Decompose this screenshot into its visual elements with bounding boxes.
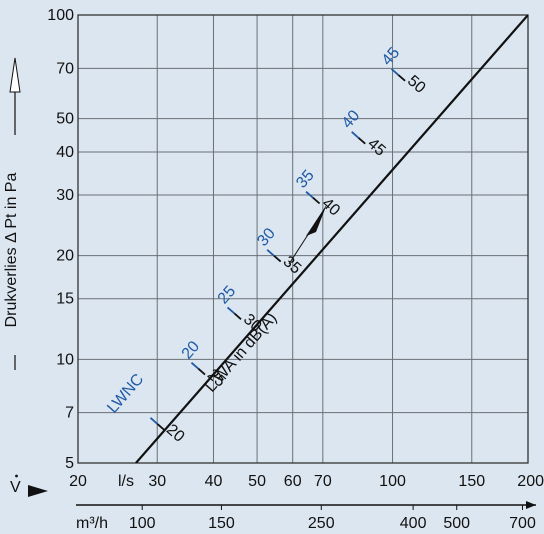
- lwa-label: 20: [163, 421, 188, 446]
- x-axis-symbol-dot: [15, 474, 18, 478]
- x-tick-label-ls: 100: [379, 473, 406, 490]
- y-tick-label: 7: [65, 405, 74, 422]
- lwa-tick: [312, 196, 321, 205]
- x-tick-label-m3h: 700: [509, 515, 536, 532]
- lwnc-tick: [305, 190, 314, 199]
- lwnc-axis-label: LWNC: [104, 371, 147, 417]
- y-axis-arrow-head: [9, 57, 21, 93]
- y-tick-label: 70: [56, 60, 74, 77]
- x-axis-arrow: [28, 485, 48, 497]
- direction-arrow-head: [306, 204, 327, 236]
- lwnc-tick: [266, 249, 275, 257]
- lwa-tick: [233, 312, 242, 320]
- lwa-tick: [197, 367, 206, 376]
- x-tick-label-m3h: 400: [400, 515, 427, 532]
- lwnc-tick: [390, 68, 399, 76]
- lwnc-label: 25: [215, 283, 240, 308]
- lwa-tick: [156, 423, 165, 431]
- plot-frame: [77, 14, 529, 464]
- x-tick-label-m3h: 500: [443, 515, 470, 532]
- x-tick-label-ls: 70: [314, 473, 332, 490]
- lwnc-tick: [226, 306, 235, 315]
- x-tick-label-ls: 50: [248, 473, 266, 490]
- x-tick-label-ls: 30: [148, 473, 166, 490]
- y-tick-label: 40: [56, 144, 74, 161]
- x-unit-m3h: m³/h: [76, 515, 108, 532]
- static-elements: Drukverlies Δ Pt in Pa V: [3, 57, 327, 497]
- grid: [77, 14, 529, 464]
- x-axis-symbol: V: [10, 479, 21, 496]
- x-tick-label-ls: 40: [205, 473, 223, 490]
- y-axis-label: Drukverlies Δ Pt in Pa: [3, 173, 20, 328]
- lwa-tick: [357, 137, 366, 145]
- lwa-label: 45: [364, 135, 389, 160]
- y-tick-label: 50: [56, 111, 74, 128]
- lwa-tick: [273, 255, 282, 263]
- lwa-label: 50: [404, 72, 429, 97]
- lwnc-label: 40: [339, 107, 364, 132]
- y-tick-label: 10: [56, 351, 74, 368]
- x-tick-label-m3h: 100: [129, 515, 156, 532]
- lwnc-tick: [351, 131, 360, 139]
- lwnc-tick: [190, 361, 199, 370]
- x-tick-label-m3h: 250: [308, 515, 335, 532]
- pressure-drop-line: [135, 15, 528, 463]
- x-tick-label-ls: 200: [517, 473, 544, 490]
- y-tick-label: 30: [56, 187, 74, 204]
- secondary-axis-arrow: [526, 501, 536, 509]
- y-tick-label: 100: [47, 7, 74, 24]
- x-tick-label-m3h: 150: [208, 515, 235, 532]
- curve: [135, 15, 528, 463]
- x-tick-label-ls: 150: [458, 473, 485, 490]
- x-tick-label-ls: 20: [69, 473, 87, 490]
- ticks: 5 7 10 15 20 30 40 50 70 100 20 30 40 50 60 70 100 150 200…: [47, 7, 544, 532]
- y-tick-label: 15: [56, 291, 74, 308]
- lwnc-label: 45: [379, 44, 404, 69]
- lwnc-tick: [149, 417, 158, 425]
- y-tick-label: 5: [65, 455, 74, 472]
- lwa-tick: [397, 74, 406, 82]
- lwnc-label: 35: [293, 167, 318, 192]
- lwnc-label: 30: [254, 225, 279, 250]
- y-tick-label: 20: [56, 248, 74, 265]
- x-tick-label-ls: 60: [284, 473, 302, 490]
- x-unit-ls: l/s: [118, 473, 134, 490]
